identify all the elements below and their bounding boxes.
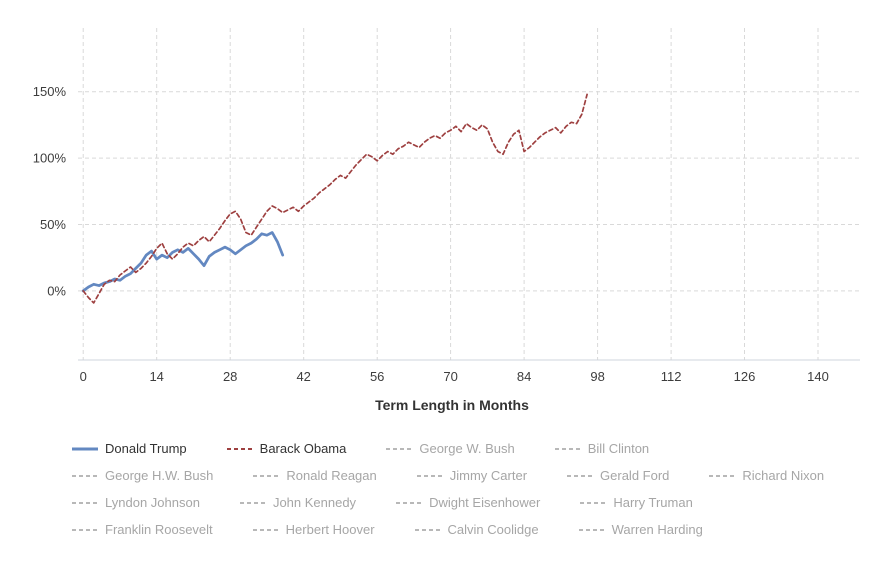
legend-item-warren-harding[interactable]: Warren Harding xyxy=(578,522,703,537)
legend-label: Warren Harding xyxy=(611,522,703,537)
legend-marker-line-icon xyxy=(72,501,98,504)
legend-item-barack-obama[interactable]: Barack Obama xyxy=(226,441,347,456)
x-axis-labels: 0 14 28 42 56 70 84 98 112 126 140 xyxy=(80,369,829,384)
legend-marker-line-icon xyxy=(72,447,98,450)
legend-label: Franklin Roosevelt xyxy=(105,522,213,537)
x-tick-label: 98 xyxy=(590,369,604,384)
legend-label: Barack Obama xyxy=(259,441,347,456)
legend-marker-line-icon xyxy=(226,447,253,450)
y-tick-label: 50% xyxy=(40,217,66,232)
y-axis-labels: 0% 50% 100% 150% xyxy=(33,84,67,298)
legend-label: Bill Clinton xyxy=(587,441,650,456)
legend-marker-line-icon xyxy=(252,528,279,531)
legend-label: Herbert Hoover xyxy=(285,522,375,537)
series-line-barack-obama[interactable] xyxy=(82,93,588,304)
legend-label: George H.W. Bush xyxy=(105,468,214,483)
legend-item-bill-clinton[interactable]: Bill Clinton xyxy=(554,441,650,456)
legend-item-george-w-bush[interactable]: George W. Bush xyxy=(386,441,515,456)
gridlines xyxy=(78,28,860,360)
legend-item-george-h-w-bush[interactable]: George H.W. Bush xyxy=(72,468,213,483)
y-tick-label: 100% xyxy=(33,151,67,166)
legend-label: Calvin Coolidge xyxy=(447,522,539,537)
legend-marker-line-icon xyxy=(72,474,98,477)
legend-marker-line-icon xyxy=(72,528,98,531)
chart-legend: Donald Trump Barack Obama George W. Bush Bi… xyxy=(0,441,888,537)
legend-item-ronald-reagan[interactable]: Ronald Reagan xyxy=(253,468,377,483)
legend-label: Jimmy Carter xyxy=(449,468,528,483)
legend-row: Lyndon Johnson John Kennedy Dwight Eisenho… xyxy=(72,495,888,510)
y-tick-label: 150% xyxy=(33,84,67,99)
legend-item-gerald-ford[interactable]: Gerald Ford xyxy=(567,468,669,483)
legend-marker-line-icon xyxy=(253,474,280,477)
legend-row: George H.W. Bush Ronald Reagan Jimmy Carte… xyxy=(72,468,888,483)
x-tick-label: 112 xyxy=(661,369,682,384)
legend-label: George W. Bush xyxy=(419,441,515,456)
x-tick-label: 0 xyxy=(80,369,87,384)
legend-marker-line-icon xyxy=(386,447,413,450)
legend-item-calvin-coolidge[interactable]: Calvin Coolidge xyxy=(414,522,539,537)
legend-label: Donald Trump xyxy=(105,441,187,456)
legend-item-harry-truman[interactable]: Harry Truman xyxy=(580,495,693,510)
legend-item-franklin-roosevelt[interactable]: Franklin Roosevelt xyxy=(72,522,213,537)
x-tick-label: 84 xyxy=(517,369,531,384)
x-tick-label: 140 xyxy=(807,369,829,384)
legend-item-jimmy-carter[interactable]: Jimmy Carter xyxy=(416,468,528,483)
legend-marker-line-icon xyxy=(567,474,594,477)
x-tick-label: 14 xyxy=(149,369,163,384)
legend-item-herbert-hoover[interactable]: Herbert Hoover xyxy=(252,522,375,537)
legend-item-dwight-eisenhower[interactable]: Dwight Eisenhower xyxy=(396,495,540,510)
x-tick-label: 42 xyxy=(296,369,310,384)
legend-marker-line-icon xyxy=(554,447,581,450)
legend-label: Harry Truman xyxy=(613,495,693,510)
legend-label: John Kennedy xyxy=(272,495,357,510)
x-tick-label: 70 xyxy=(443,369,457,384)
legend-item-donald-trump[interactable]: Donald Trump xyxy=(72,441,187,456)
legend-marker-line-icon xyxy=(580,501,607,504)
legend-marker-line-icon xyxy=(578,528,605,531)
legend-item-john-kennedy[interactable]: John Kennedy xyxy=(239,495,357,510)
y-tick-label: 0% xyxy=(47,283,66,298)
legend-marker-line-icon xyxy=(709,474,736,477)
legend-label: Lyndon Johnson xyxy=(105,495,200,510)
legend-marker-line-icon xyxy=(396,501,423,504)
series-line-donald-trump[interactable] xyxy=(81,231,285,293)
legend-row: Donald Trump Barack Obama George W. Bush Bi… xyxy=(72,441,888,456)
legend-item-richard-nixon[interactable]: Richard Nixon xyxy=(709,468,824,483)
legend-item-lyndon-johnson[interactable]: Lyndon Johnson xyxy=(72,495,200,510)
legend-label: Ronald Reagan xyxy=(286,468,377,483)
legend-label: Gerald Ford xyxy=(600,468,670,483)
legend-marker-line-icon xyxy=(416,474,443,477)
chart-canvas: Term Length in Months 0 14 28 42 56 70 84 98 112… xyxy=(33,28,860,413)
legend-marker-line-icon xyxy=(414,528,441,531)
legend-row: Franklin Roosevelt Herbert Hoover Calvin C… xyxy=(72,522,888,537)
x-tick-label: 126 xyxy=(734,369,756,384)
legend-label: Dwight Eisenhower xyxy=(429,495,541,510)
x-tick-label: 28 xyxy=(223,369,237,384)
legend-label: Richard Nixon xyxy=(742,468,825,483)
x-axis-title: Term Length in Months xyxy=(375,397,529,413)
legend-marker-line-icon xyxy=(239,501,266,504)
x-tick-label: 56 xyxy=(370,369,384,384)
